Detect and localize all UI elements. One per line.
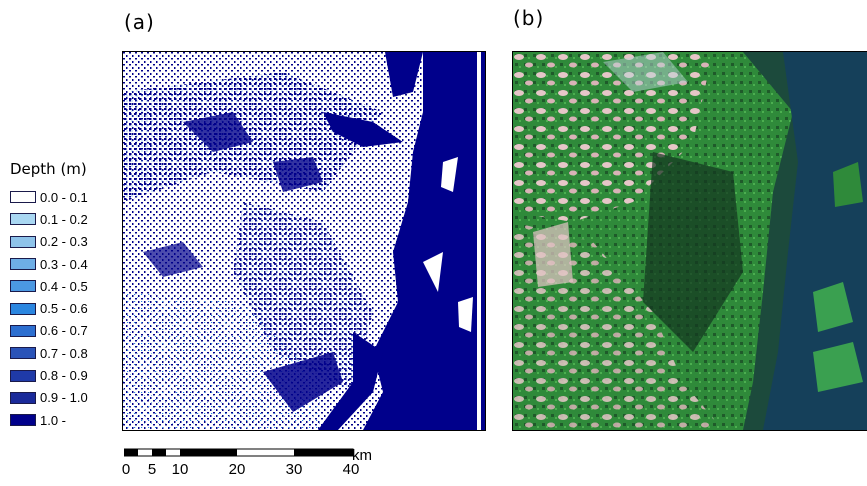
legend-swatch — [10, 369, 36, 382]
legend-item: 0.8 - 0.9 — [10, 364, 120, 386]
satellite-image — [512, 51, 867, 431]
legend-swatch — [10, 213, 36, 226]
legend-label: 0.1 - 0.2 — [40, 211, 88, 227]
legend-item: 0.7 - 0.8 — [10, 342, 120, 364]
legend-item: 0.3 - 0.4 — [10, 253, 120, 275]
legend-item: 0.6 - 0.7 — [10, 320, 120, 342]
legend-swatch — [10, 235, 36, 248]
flood-depth-map — [122, 51, 486, 431]
legend-item: 0.1 - 0.2 — [10, 208, 120, 230]
legend-swatch — [10, 324, 36, 337]
legend-swatch — [10, 391, 36, 404]
legend-label: 0.5 - 0.6 — [40, 301, 88, 317]
legend-swatch — [10, 414, 36, 427]
legend-label: 1.0 - — [40, 412, 67, 428]
scale-tick: 40 — [342, 461, 360, 478]
legend-label: 0.3 - 0.4 — [40, 256, 88, 272]
legend-swatch — [10, 347, 36, 360]
depth-legend: Depth (m) 0.0 - 0.1 0.1 - 0.2 0.2 - 0.3 0.3… — [10, 160, 120, 431]
scale-tick: 0 — [121, 461, 131, 478]
legend-item: 0.2 - 0.3 — [10, 231, 120, 253]
legend-item: 0.4 - 0.5 — [10, 275, 120, 297]
panel-a-label: (a) — [124, 10, 155, 34]
legend-label: 0.0 - 0.1 — [40, 189, 88, 205]
legend-label: 0.9 - 1.0 — [40, 390, 88, 406]
legend-swatch — [10, 302, 36, 315]
scale-bar: km 0 5 10 20 30 40 — [121, 447, 404, 478]
scale-tick: 5 — [147, 461, 157, 478]
legend-item: 0.0 - 0.1 — [10, 186, 120, 208]
legend-swatch — [10, 191, 36, 204]
scale-tick: 20 — [228, 461, 246, 478]
legend-label: 0.7 - 0.8 — [40, 345, 88, 361]
legend-item: 1.0 - — [10, 409, 120, 431]
scale-tick: 10 — [171, 461, 189, 478]
legend-title: Depth (m) — [10, 160, 87, 178]
legend-item: 0.9 - 1.0 — [10, 387, 120, 409]
legend-label: 0.8 - 0.9 — [40, 368, 88, 384]
scale-unit: km — [352, 447, 372, 464]
legend-swatch — [10, 258, 36, 271]
legend-label: 0.6 - 0.7 — [40, 323, 88, 339]
legend-swatch — [10, 280, 36, 293]
panel-b-label: (b) — [513, 6, 545, 30]
scale-tick: 30 — [285, 461, 303, 478]
legend-label: 0.2 - 0.3 — [40, 234, 88, 250]
legend-label: 0.4 - 0.5 — [40, 278, 88, 294]
legend-item: 0.5 - 0.6 — [10, 297, 120, 319]
